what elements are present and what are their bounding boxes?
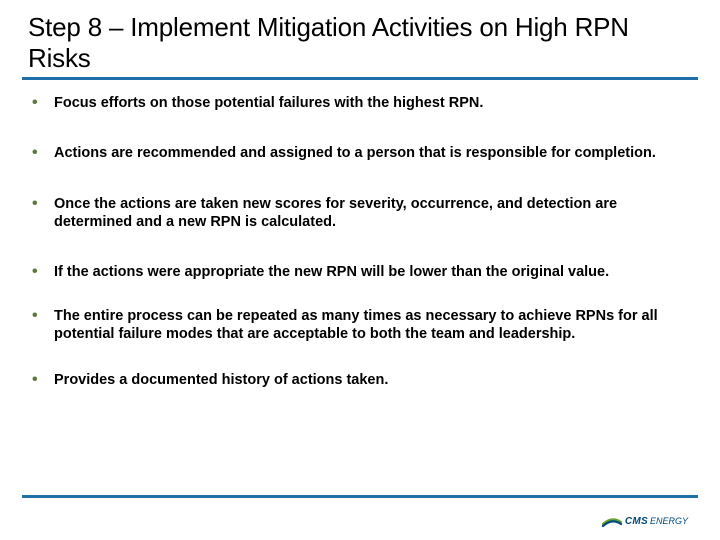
bullet-item: The entire process can be repeated as ma…	[28, 307, 692, 343]
slide: Step 8 – Implement Mitigation Activities…	[0, 0, 720, 540]
bullet-item: If the actions were appropriate the new …	[28, 263, 692, 281]
bullet-item: Actions are recommended and assigned to …	[28, 144, 692, 162]
bullet-item: Focus efforts on those potential failure…	[28, 94, 692, 112]
bullet-item: Provides a documented history of actions…	[28, 371, 692, 389]
company-logo: CMS ENERGY	[602, 514, 688, 528]
slide-title: Step 8 – Implement Mitigation Activities…	[28, 12, 692, 73]
bullet-item: Once the actions are taken new scores fo…	[28, 195, 692, 231]
logo-swoosh-icon	[602, 514, 622, 528]
logo-text: CMS ENERGY	[625, 516, 688, 527]
logo-cms-label: CMS	[625, 516, 648, 527]
title-block: Step 8 – Implement Mitigation Activities…	[28, 12, 692, 80]
logo-energy-label: ENERGY	[650, 516, 688, 526]
footer-rule	[22, 495, 698, 498]
bullet-list: Focus efforts on those potential failure…	[28, 94, 692, 389]
title-underline	[22, 77, 698, 80]
